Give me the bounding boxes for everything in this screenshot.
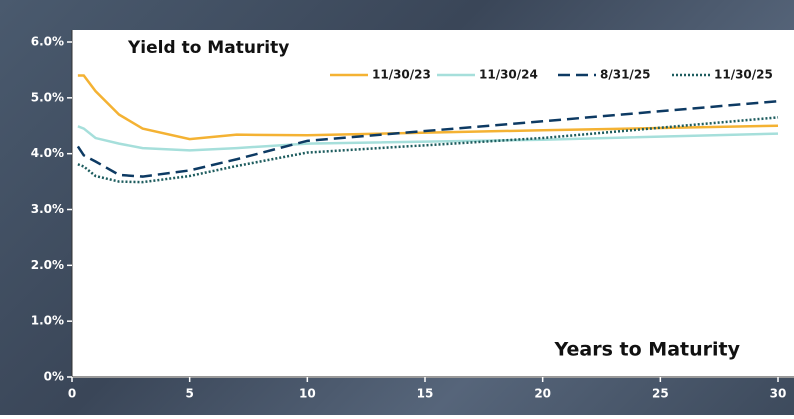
- y-tick-label: 0%: [44, 370, 64, 384]
- legend-label: 11/30/24: [479, 68, 538, 82]
- series-line: [76, 99, 779, 178]
- x-axis-label: Years to Maturity: [554, 339, 741, 361]
- series-line: [77, 125, 779, 152]
- x-tick-label: 10: [299, 387, 316, 401]
- plot-area: [72, 30, 794, 378]
- y-tick-label: 2.0%: [31, 258, 64, 272]
- x-tick-label: 20: [534, 387, 551, 401]
- legend-label: 8/31/25: [600, 68, 651, 82]
- legend-label: 11/30/23: [372, 68, 431, 82]
- y-tick-label: 1.0%: [31, 314, 64, 328]
- y-tick-label: 4.0%: [31, 146, 64, 160]
- y-tick-label: 6.0%: [31, 35, 64, 49]
- x-tick-label: 5: [185, 387, 193, 401]
- x-tick-label: 25: [652, 387, 669, 401]
- series-line: [77, 116, 779, 184]
- x-tick-label: 0: [68, 387, 76, 401]
- chart-title: Yield to Maturity: [127, 38, 289, 58]
- series-line: [77, 74, 779, 141]
- legend-label: 11/30/25: [714, 68, 773, 82]
- x-tick-label: 30: [770, 387, 787, 401]
- x-tick-label: 15: [417, 387, 434, 401]
- y-tick-label: 5.0%: [31, 90, 64, 104]
- y-tick-label: 3.0%: [31, 202, 64, 216]
